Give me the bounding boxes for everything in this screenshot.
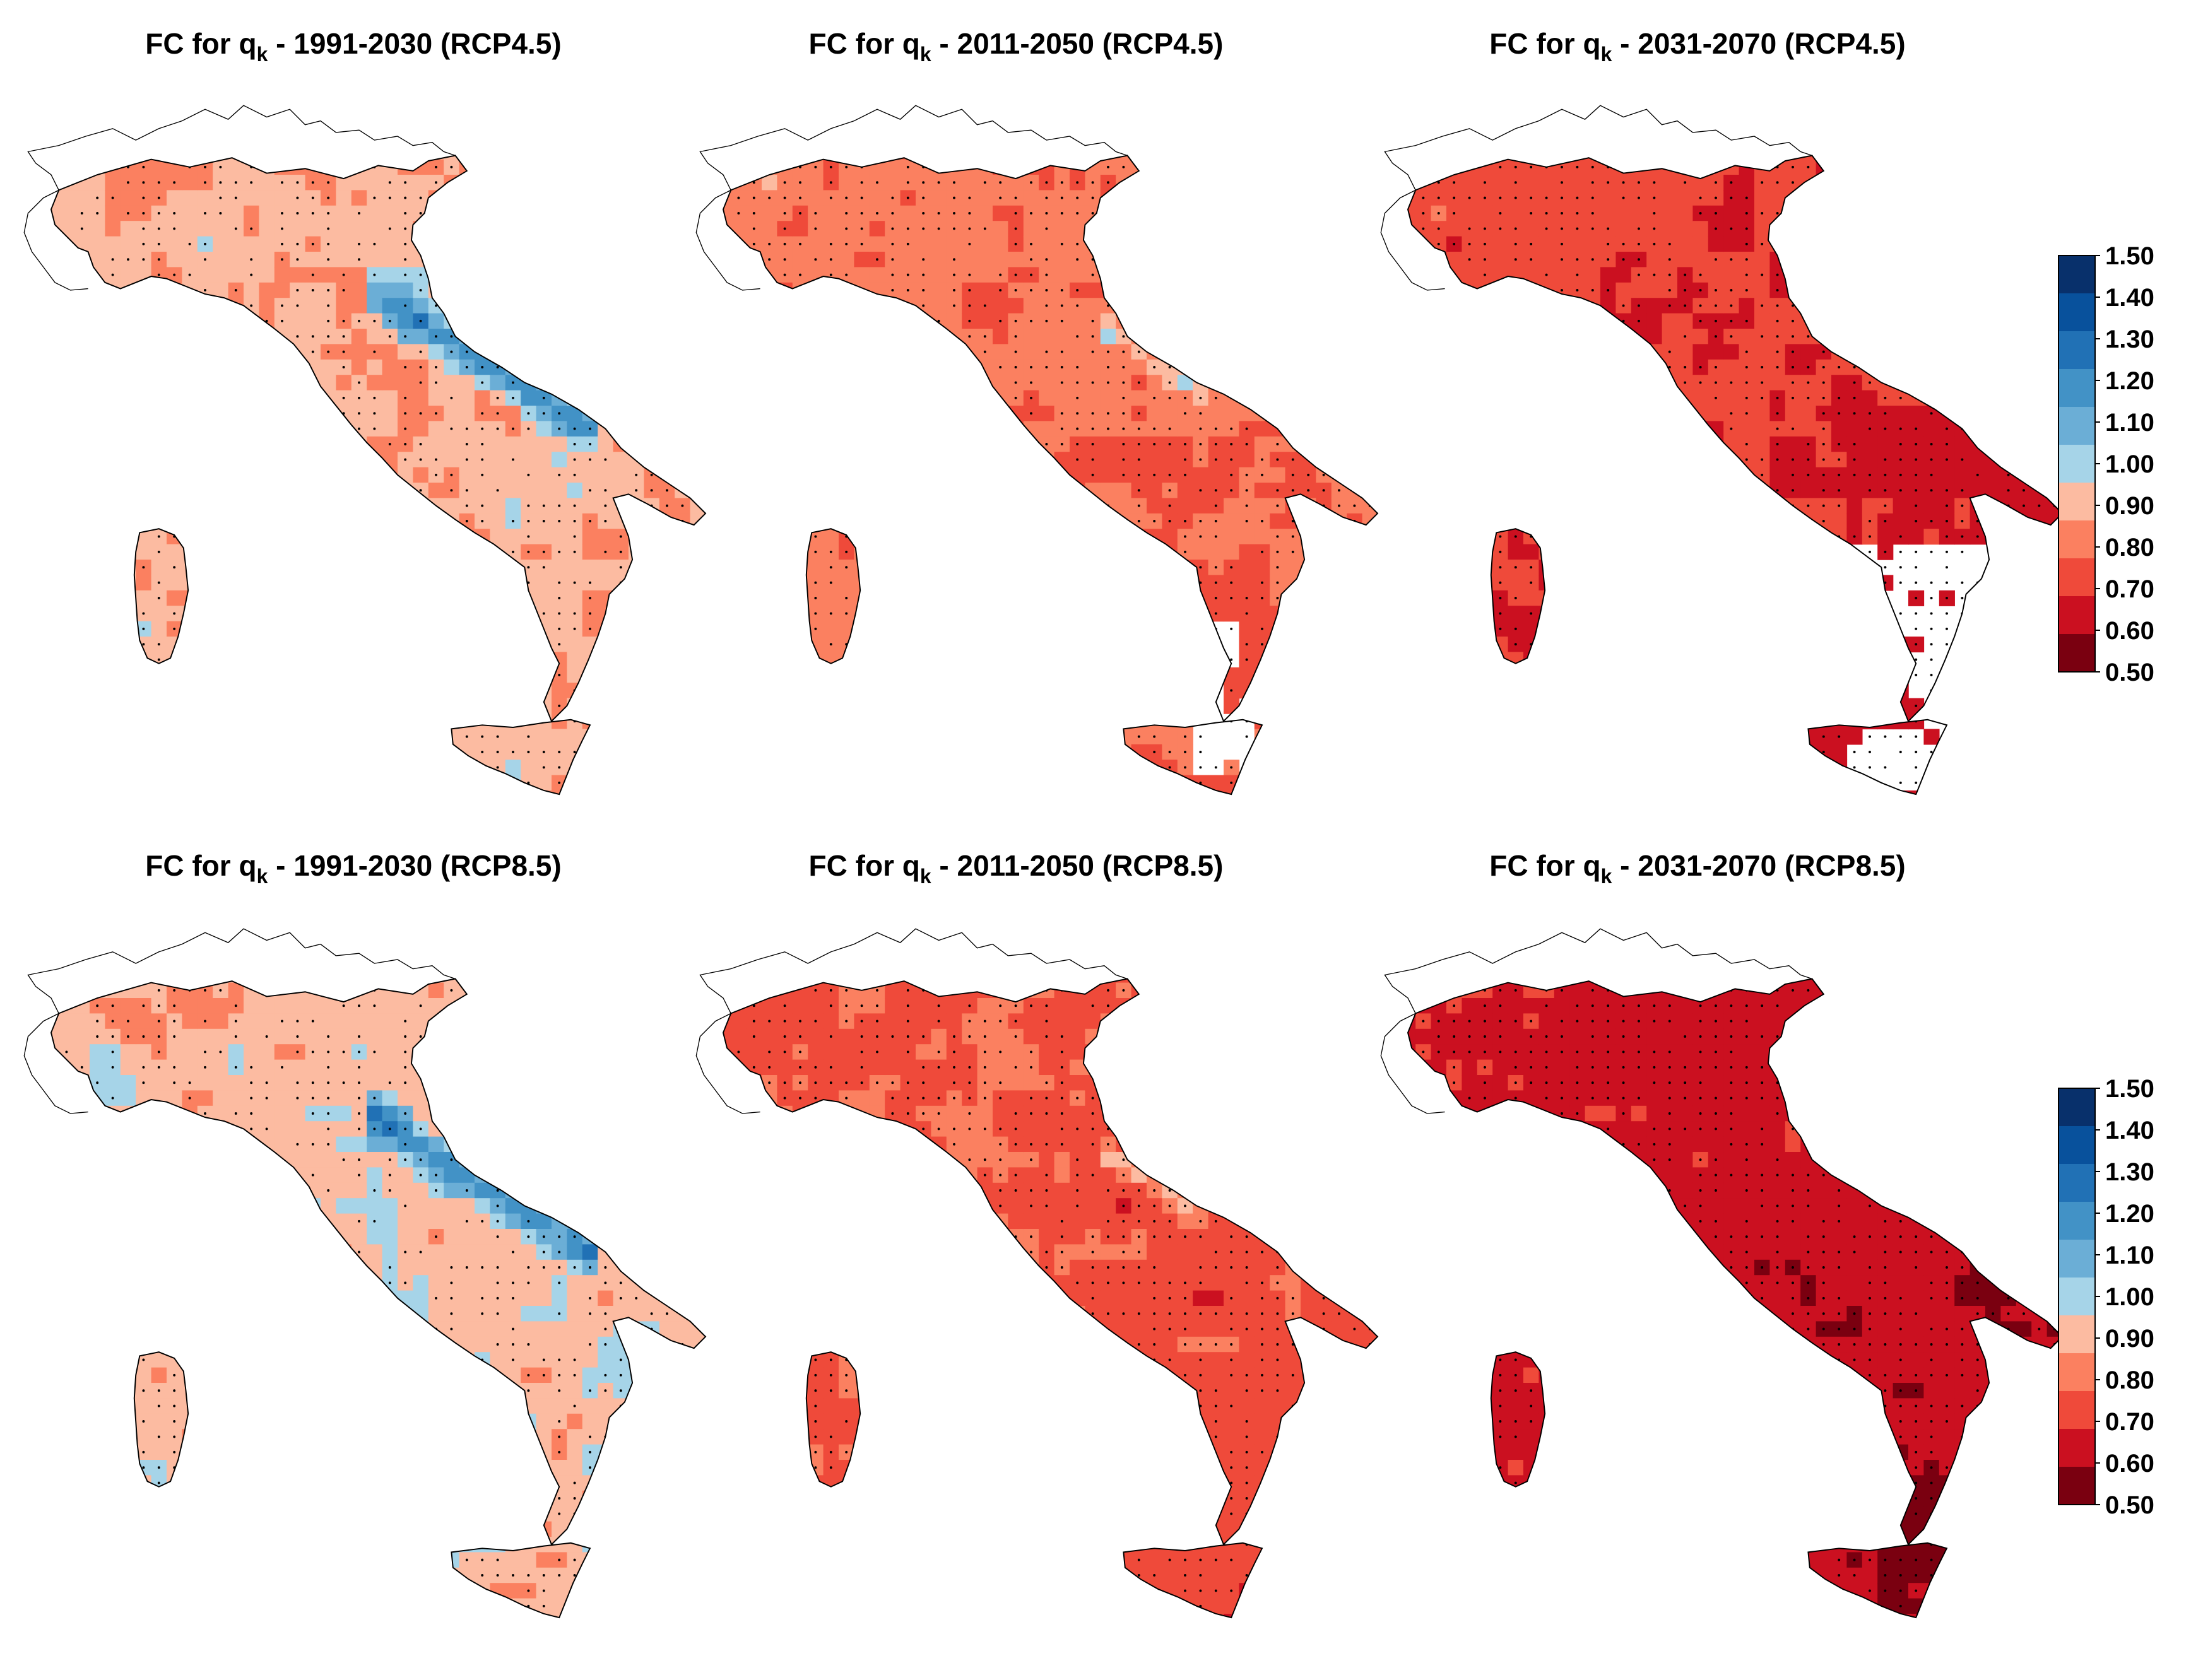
colorbar-tick-label: 0.80 — [2105, 534, 2154, 561]
fc-grid-cells — [723, 155, 1378, 795]
colorbar-tick-label: 1.10 — [2105, 409, 2154, 437]
colorbar-tick-label: 1.50 — [2105, 1075, 2154, 1103]
map-panel-5 — [695, 928, 1378, 1619]
colorbar-tick-label: 1.00 — [2105, 450, 2154, 478]
panel-title-5: FC for qk - 2011-2050 (RCP8.5) — [700, 849, 1332, 888]
colorbar-bin — [2058, 1429, 2095, 1467]
colorbar-tick-label: 1.30 — [2105, 1158, 2154, 1186]
colorbar-tick-label: 0.80 — [2105, 1366, 2154, 1394]
colorbar-bin — [2058, 1353, 2095, 1391]
fc-grid-cells — [51, 978, 706, 1618]
colorbar-bin — [2058, 483, 2095, 520]
colorbar-bin — [2058, 596, 2095, 634]
colorbar-tick-label: 1.50 — [2105, 242, 2154, 270]
colorbar-bin — [2058, 293, 2095, 331]
colorbar-bin — [2058, 1202, 2095, 1240]
colorbar-tick-label: 0.60 — [2105, 1450, 2154, 1477]
colorbar-tick-label: 0.90 — [2105, 1325, 2154, 1353]
colorbar-tick-label: 0.60 — [2105, 617, 2154, 645]
colorbar-bin — [2058, 445, 2095, 483]
colorbar-tick-label: 0.50 — [2105, 1491, 2154, 1519]
colorbar-bin — [2058, 1126, 2095, 1164]
colorbar-bin — [2058, 1278, 2095, 1315]
colorbar-bin — [2058, 1164, 2095, 1202]
panel-title-6: FC for qk - 2031-2070 (RCP8.5) — [1382, 849, 2013, 888]
fc-grid-cells — [51, 155, 706, 795]
colorbar-bin — [2058, 558, 2095, 596]
colorbar-tick-label: 1.40 — [2105, 1117, 2154, 1144]
colorbar-bin — [2058, 1315, 2095, 1353]
fc-grid-cells — [1408, 978, 2063, 1618]
colorbar-tick-label: 0.50 — [2105, 659, 2154, 686]
fc-grid-cells — [723, 978, 1378, 1618]
colorbar-bin — [2058, 407, 2095, 445]
colorbar-bin — [2058, 331, 2095, 369]
map-panel-4 — [23, 928, 706, 1619]
panel-title-2: FC for qk - 2011-2050 (RCP4.5) — [700, 26, 1332, 66]
map-panel-6 — [1380, 928, 2063, 1619]
colorbar-bin — [2058, 1467, 2095, 1505]
colorbar-bin — [2058, 634, 2095, 672]
map-panel-2 — [695, 105, 1378, 796]
panel-title-3: FC for qk - 2031-2070 (RCP4.5) — [1382, 26, 2013, 66]
map-panel-1 — [23, 105, 706, 796]
colorbar-tick-label: 1.30 — [2105, 326, 2154, 353]
colorbar-bin — [2058, 1391, 2095, 1429]
colorbar-1: 1.50 1.40 1.30 1.20 1.10 1.00 0.90 0.80 0.70 0.60… — [2058, 242, 2154, 686]
colorbar-bin — [2058, 369, 2095, 407]
colorbar-tick-label: 0.70 — [2105, 575, 2154, 603]
panel-title-1: FC for qk - 1991-2030 (RCP4.5) — [38, 26, 669, 66]
colorbar-bin — [2058, 256, 2095, 293]
colorbar-tick-label: 0.90 — [2105, 492, 2154, 520]
colorbar-tick-label: 0.70 — [2105, 1408, 2154, 1436]
fc-grid-cells — [1408, 155, 2063, 795]
colorbar-bin — [2058, 1240, 2095, 1278]
colorbar-bin — [2058, 520, 2095, 558]
panel-title-4: FC for qk - 1991-2030 (RCP8.5) — [38, 849, 669, 888]
map-panel-3 — [1380, 105, 2063, 796]
colorbar-tick-label: 1.40 — [2105, 284, 2154, 312]
colorbar-tick-label: 1.20 — [2105, 1200, 2154, 1228]
colorbar-tick-label: 1.10 — [2105, 1242, 2154, 1269]
colorbar-2: 1.50 1.40 1.30 1.20 1.10 1.00 0.90 0.80 0.70 0.60… — [2058, 1075, 2154, 1519]
colorbar-tick-label: 1.00 — [2105, 1283, 2154, 1311]
colorbar-bin — [2058, 1088, 2095, 1126]
colorbar-tick-label: 1.20 — [2105, 367, 2154, 395]
